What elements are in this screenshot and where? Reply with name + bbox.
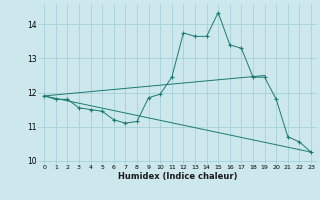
X-axis label: Humidex (Indice chaleur): Humidex (Indice chaleur) [118,172,237,181]
